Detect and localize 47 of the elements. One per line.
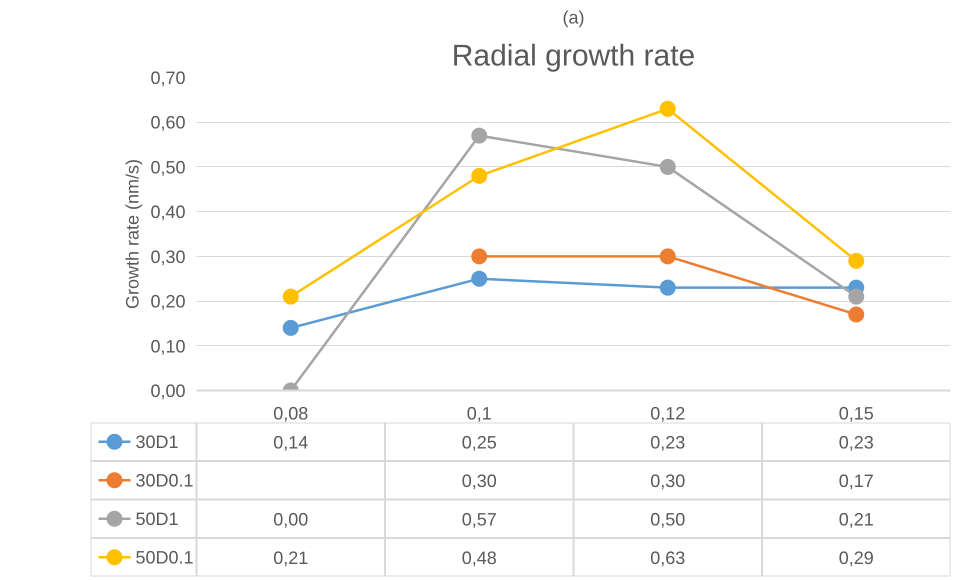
legend-label: 50D1 bbox=[136, 508, 179, 529]
data-label: 0,63 bbox=[650, 548, 686, 568]
chart-title: Radial growth rate bbox=[452, 40, 696, 72]
text: (a) bbox=[562, 8, 584, 28]
data-label: 0,21 bbox=[838, 509, 874, 530]
data-label: 0,57 bbox=[462, 509, 497, 530]
point bbox=[660, 100, 676, 117]
legend-label: 30D0.1 bbox=[136, 470, 194, 490]
data-label: 0,50 bbox=[650, 509, 686, 530]
y-tick-label: 0,20 bbox=[150, 292, 186, 312]
point bbox=[471, 248, 488, 264]
point bbox=[471, 168, 488, 184]
point bbox=[282, 288, 299, 305]
x-tick-label: 0,12 bbox=[650, 404, 686, 424]
point bbox=[660, 248, 676, 264]
x-tick-label: 0,15 bbox=[838, 404, 874, 424]
y-tick-label: 0,00 bbox=[150, 381, 186, 401]
y-tick-label: 0,40 bbox=[150, 202, 186, 222]
point bbox=[660, 280, 676, 296]
data-label: 0,30 bbox=[462, 470, 497, 491]
point bbox=[282, 320, 299, 336]
y-tick-label: 0,50 bbox=[150, 157, 186, 178]
data-label: 0,21 bbox=[273, 548, 308, 568]
legend-label: 50D0.1 bbox=[136, 547, 194, 568]
data-label: 0,30 bbox=[650, 470, 686, 491]
point bbox=[848, 252, 864, 269]
data-label: 0,25 bbox=[462, 432, 497, 452]
data-label: 0,17 bbox=[838, 470, 874, 491]
x-tick-label: 0,08 bbox=[273, 404, 308, 424]
x-tick-label: 0,1 bbox=[466, 404, 492, 424]
legend-label: 30D1 bbox=[136, 432, 179, 452]
data-label: 0,00 bbox=[273, 509, 308, 530]
y-axis-title: Growth rate (nm/s) bbox=[122, 158, 142, 310]
point bbox=[848, 288, 864, 305]
point bbox=[471, 270, 488, 287]
data-label: 0,29 bbox=[838, 548, 874, 568]
y-tick-label: 0,70 bbox=[150, 68, 186, 88]
data-label: 0,23 bbox=[650, 432, 686, 452]
point bbox=[848, 306, 864, 322]
data-label: 0,14 bbox=[273, 432, 308, 452]
point bbox=[660, 158, 676, 175]
y-tick-label: 0,10 bbox=[150, 336, 186, 356]
y-tick-label: 0,60 bbox=[150, 112, 186, 133]
y-tick-label: 0,30 bbox=[150, 246, 186, 267]
data-label: 0,48 bbox=[462, 548, 497, 568]
data-label: 0,23 bbox=[838, 432, 874, 452]
point bbox=[471, 128, 488, 144]
